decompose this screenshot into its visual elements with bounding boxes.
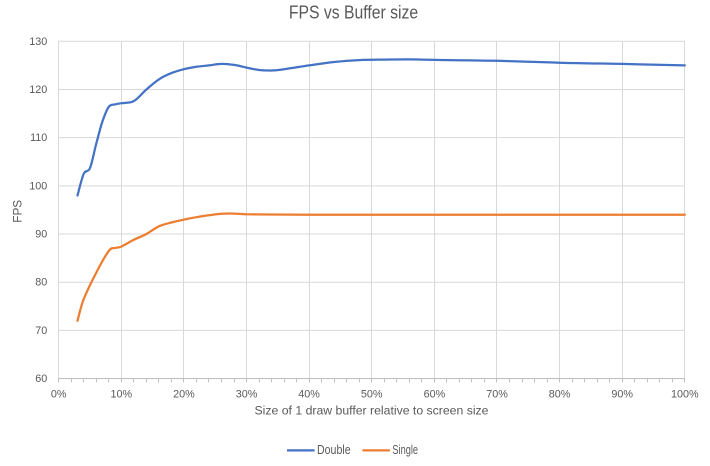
- svg-text:FPS vs Buffer size: FPS vs Buffer size: [289, 2, 418, 22]
- svg-text:50%: 50%: [361, 389, 383, 401]
- svg-text:130: 130: [29, 36, 47, 48]
- svg-text:40%: 40%: [298, 389, 320, 401]
- svg-text:80: 80: [35, 277, 47, 289]
- svg-text:80%: 80%: [549, 389, 571, 401]
- svg-text:100%: 100%: [671, 389, 699, 401]
- svg-text:100: 100: [29, 180, 47, 192]
- svg-text:FPS: FPS: [11, 200, 25, 223]
- svg-text:30%: 30%: [236, 389, 258, 401]
- svg-text:110: 110: [30, 132, 47, 144]
- svg-text:120: 120: [29, 84, 47, 96]
- svg-text:60%: 60%: [424, 389, 446, 401]
- svg-text:90: 90: [35, 229, 47, 241]
- svg-text:10%: 10%: [110, 389, 132, 401]
- svg-text:70: 70: [35, 325, 47, 337]
- svg-text:Double: Double: [317, 442, 351, 457]
- svg-text:70%: 70%: [486, 389, 508, 401]
- svg-text:0%: 0%: [51, 389, 67, 401]
- svg-text:60: 60: [35, 373, 47, 385]
- svg-text:Single: Single: [392, 442, 418, 457]
- svg-text:20%: 20%: [173, 389, 195, 401]
- svg-text:Size of 1 draw buffer relative: Size of 1 draw buffer relative to screen…: [255, 404, 489, 418]
- svg-text:90%: 90%: [611, 389, 633, 401]
